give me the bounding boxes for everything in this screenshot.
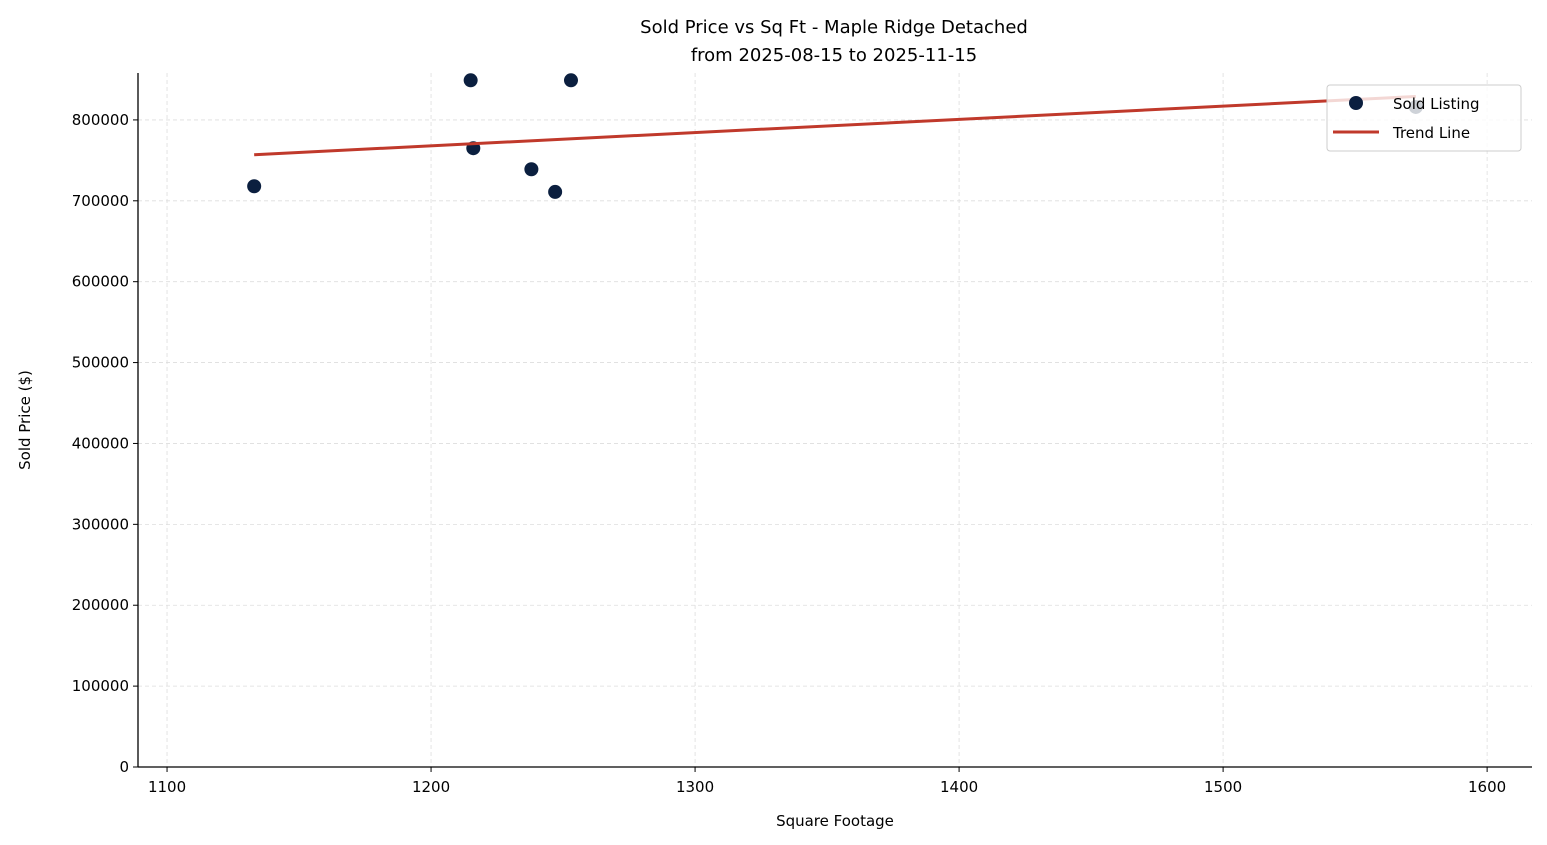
x-tick-label: 1200 <box>412 778 450 796</box>
data-point <box>463 73 478 88</box>
y-tick-label: 400000 <box>72 434 129 452</box>
y-tick-label: 100000 <box>72 677 129 695</box>
chart-subtitle: from 2025-08-15 to 2025-11-15 <box>691 45 977 66</box>
y-tick-label: 200000 <box>72 596 129 614</box>
y-tick-label: 0 <box>119 758 129 776</box>
x-tick-label: 1500 <box>1204 778 1242 796</box>
legend-marker-sold-listing <box>1349 96 1363 110</box>
chart-title: Sold Price vs Sq Ft - Maple Ridge Detach… <box>640 17 1028 38</box>
y-tick-label: 500000 <box>72 354 129 372</box>
x-tick-label: 1400 <box>940 778 978 796</box>
legend-label-trend-line: Trend Line <box>1392 124 1470 142</box>
marks <box>247 73 1423 199</box>
y-tick-label: 300000 <box>72 515 129 533</box>
legend-label-sold-listing: Sold Listing <box>1393 95 1480 113</box>
trend-line <box>254 94 1416 157</box>
data-point <box>247 179 262 194</box>
data-point <box>563 73 578 88</box>
x-tick-label: 1300 <box>676 778 714 796</box>
x-axis-label: Square Footage <box>776 812 894 830</box>
x-tick-label: 1600 <box>1468 778 1506 796</box>
legend: Sold Listing Trend Line <box>1326 84 1522 152</box>
y-axis-label: Sold Price ($) <box>16 370 34 470</box>
y-tick-label: 700000 <box>72 192 129 210</box>
data-point <box>524 162 539 177</box>
grid <box>138 73 1532 768</box>
data-point <box>548 184 563 199</box>
y-tick-label: 800000 <box>72 111 129 129</box>
y-tick-label: 600000 <box>72 273 129 291</box>
legend-box <box>1326 84 1522 152</box>
x-tick-label: 1100 <box>148 778 186 796</box>
ticks: 1100 1200 1300 1400 1500 1600 0 100000 200000 300… <box>72 111 1506 796</box>
